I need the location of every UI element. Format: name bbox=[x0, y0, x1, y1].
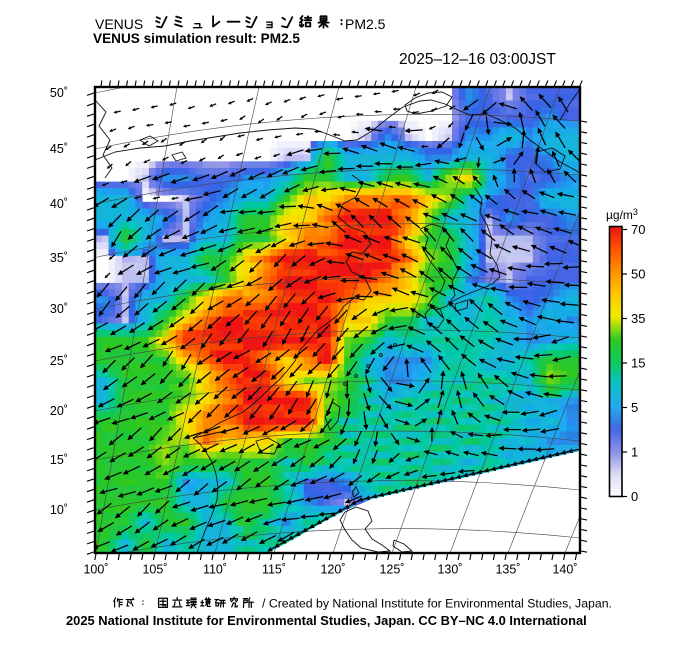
svg-text:35: 35 bbox=[631, 311, 645, 326]
svg-text:20˚: 20˚ bbox=[50, 404, 68, 418]
svg-text:105˚: 105˚ bbox=[142, 563, 167, 577]
svg-text:30˚: 30˚ bbox=[50, 302, 68, 316]
svg-text:10˚: 10˚ bbox=[50, 503, 68, 517]
svg-text:140˚: 140˚ bbox=[552, 563, 577, 577]
svg-text:50˚: 50˚ bbox=[50, 86, 68, 100]
svg-text:110˚: 110˚ bbox=[203, 563, 227, 577]
svg-text:120˚: 120˚ bbox=[320, 563, 345, 577]
svg-text:135˚: 135˚ bbox=[495, 563, 520, 577]
svg-text:25˚: 25˚ bbox=[50, 354, 68, 368]
svg-text:130˚: 130˚ bbox=[437, 563, 462, 577]
svg-text:115˚: 115˚ bbox=[262, 563, 286, 577]
svg-text:70: 70 bbox=[631, 222, 645, 237]
svg-text:40˚: 40˚ bbox=[50, 197, 68, 211]
svg-text:100˚: 100˚ bbox=[83, 563, 108, 577]
svg-text:35˚: 35˚ bbox=[50, 251, 68, 265]
svg-text:15˚: 15˚ bbox=[50, 453, 68, 467]
svg-text:50: 50 bbox=[631, 267, 645, 282]
svg-text:45˚: 45˚ bbox=[50, 142, 68, 156]
svg-text:15: 15 bbox=[631, 356, 645, 371]
svg-text:125˚: 125˚ bbox=[379, 563, 404, 577]
